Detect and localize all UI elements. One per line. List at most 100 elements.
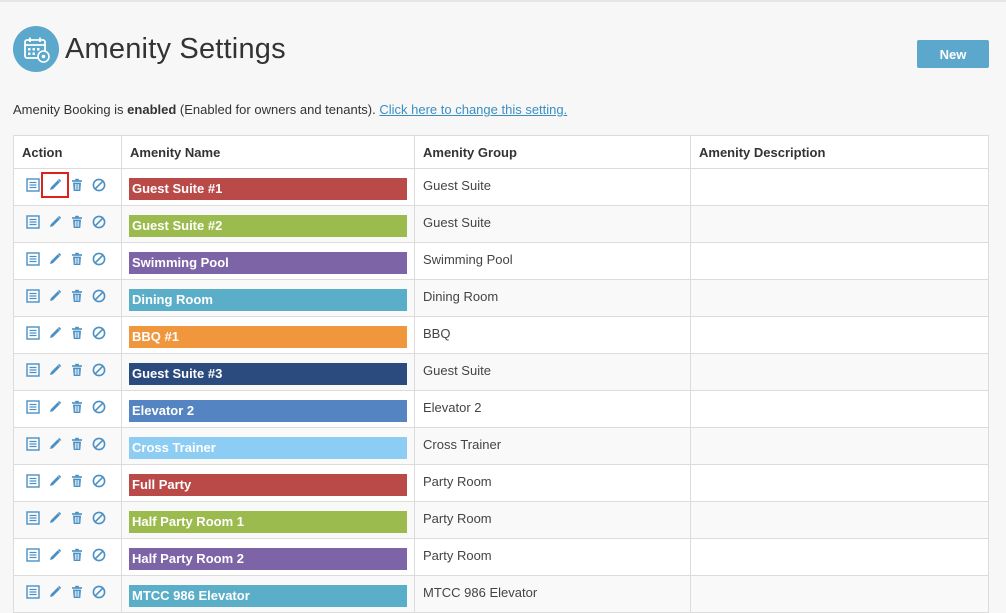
amenity-name-label[interactable]: BBQ #1 (129, 326, 407, 348)
delete-button[interactable] (69, 584, 85, 600)
view-button[interactable] (25, 436, 41, 452)
amenity-group-text: Guest Suite (423, 177, 491, 193)
table-row: BBQ #1 BBQ (13, 316, 989, 354)
amenity-name-label[interactable]: Full Party (129, 474, 407, 496)
view-button[interactable] (25, 547, 41, 563)
delete-button[interactable] (69, 473, 85, 489)
amenity-name-label[interactable]: Guest Suite #1 (129, 178, 407, 200)
disable-button[interactable] (91, 214, 107, 230)
disable-button[interactable] (91, 473, 107, 489)
action-cell (13, 538, 122, 576)
column-header-action: Action (13, 135, 122, 169)
view-button[interactable] (25, 177, 41, 193)
amenity-name-label[interactable]: Cross Trainer (129, 437, 407, 459)
view-button[interactable] (25, 325, 41, 341)
disable-button[interactable] (91, 362, 107, 378)
edit-button[interactable] (47, 547, 63, 563)
disable-button[interactable] (91, 325, 107, 341)
edit-button[interactable] (47, 510, 63, 526)
amenity-name-label[interactable]: Swimming Pool (129, 252, 407, 274)
delete-button[interactable] (69, 436, 85, 452)
view-button[interactable] (25, 251, 41, 267)
disable-icon (92, 548, 106, 562)
delete-button[interactable] (69, 214, 85, 230)
amenity-group-cell: Dining Room (414, 279, 691, 317)
delete-button[interactable] (69, 325, 85, 341)
view-button[interactable] (25, 288, 41, 304)
disable-button[interactable] (91, 399, 107, 415)
delete-button[interactable] (69, 251, 85, 267)
view-button[interactable] (25, 584, 41, 600)
trash-icon (70, 215, 84, 229)
row-actions (14, 288, 121, 304)
edit-button[interactable] (47, 325, 63, 341)
disable-button[interactable] (91, 436, 107, 452)
view-button[interactable] (25, 362, 41, 378)
pencil-icon (48, 252, 62, 266)
trash-icon (70, 585, 84, 599)
edit-button[interactable] (47, 251, 63, 267)
amenity-group-text: Guest Suite (423, 362, 491, 378)
amenity-name-label[interactable]: MTCC 986 Elevator (129, 585, 407, 607)
delete-button[interactable] (69, 177, 85, 193)
view-button[interactable] (25, 214, 41, 230)
amenity-group-cell: Cross Trainer (414, 427, 691, 465)
amenity-name-label[interactable]: Elevator 2 (129, 400, 407, 422)
edit-button[interactable] (47, 399, 63, 415)
row-actions (14, 584, 121, 600)
edit-button[interactable] (47, 214, 63, 230)
column-header-amenity-description: Amenity Description (690, 135, 989, 169)
amenity-name-cell: BBQ #1 (121, 316, 415, 354)
action-cell (13, 168, 122, 206)
list-icon (26, 400, 40, 414)
view-button[interactable] (25, 510, 41, 526)
table-row: Half Party Room 1 Party Room (13, 501, 989, 539)
disable-button[interactable] (91, 177, 107, 193)
edit-button[interactable] (47, 473, 63, 489)
pencil-icon (48, 363, 62, 377)
action-cell (13, 205, 122, 243)
delete-button[interactable] (69, 399, 85, 415)
change-setting-link[interactable]: Click here to change this setting. (379, 102, 568, 117)
pencil-icon (48, 289, 62, 303)
delete-button[interactable] (69, 362, 85, 378)
edit-button[interactable] (47, 584, 63, 600)
amenity-name-label[interactable]: Half Party Room 1 (129, 511, 407, 533)
amenity-group-text: Guest Suite (423, 214, 491, 230)
amenity-name-label[interactable]: Dining Room (129, 289, 407, 311)
pencil-icon (48, 215, 62, 229)
disable-button[interactable] (91, 251, 107, 267)
edit-button[interactable] (47, 362, 63, 378)
view-button[interactable] (25, 473, 41, 489)
disable-icon (92, 585, 106, 599)
delete-button[interactable] (69, 510, 85, 526)
disable-button[interactable] (91, 584, 107, 600)
edit-button[interactable] (47, 288, 63, 304)
amenity-name-cell: Full Party (121, 464, 415, 502)
amenity-name-label[interactable]: Guest Suite #2 (129, 215, 407, 237)
view-button[interactable] (25, 399, 41, 415)
delete-button[interactable] (69, 547, 85, 563)
trash-icon (70, 289, 84, 303)
pencil-icon (48, 400, 62, 414)
row-actions (14, 325, 121, 341)
edit-button[interactable] (41, 172, 69, 198)
action-cell (13, 464, 122, 502)
action-cell (13, 390, 122, 428)
amenity-name-label[interactable]: Half Party Room 2 (129, 548, 407, 570)
action-cell (13, 427, 122, 465)
pencil-icon (48, 326, 62, 340)
row-actions (14, 214, 121, 230)
action-cell (13, 242, 122, 280)
amenity-name-label[interactable]: Guest Suite #3 (129, 363, 407, 385)
delete-button[interactable] (69, 288, 85, 304)
amenity-table: Action Amenity Name Amenity Group Amenit… (13, 135, 989, 613)
trash-icon (70, 252, 84, 266)
amenity-description-cell (690, 575, 989, 613)
amenity-group-text: Elevator 2 (423, 399, 482, 415)
disable-button[interactable] (91, 288, 107, 304)
disable-button[interactable] (91, 547, 107, 563)
edit-button[interactable] (47, 436, 63, 452)
new-button[interactable]: New (917, 40, 989, 68)
disable-button[interactable] (91, 510, 107, 526)
